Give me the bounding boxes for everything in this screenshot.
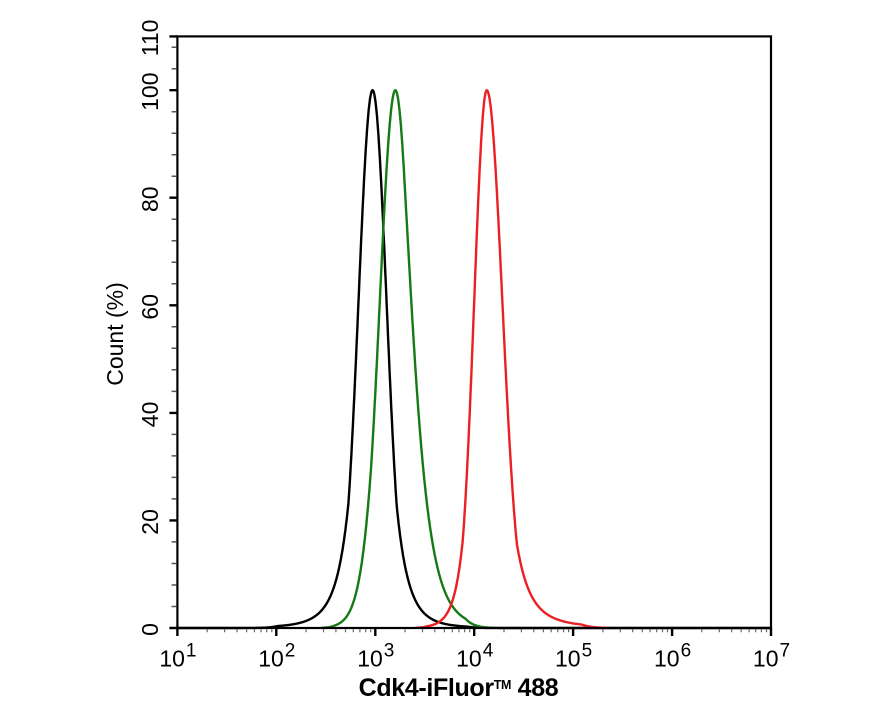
svg-text:104: 104 bbox=[456, 641, 494, 672]
svg-text:60: 60 bbox=[137, 294, 163, 320]
svg-text:Count (%): Count (%) bbox=[102, 282, 128, 386]
svg-text:20: 20 bbox=[137, 509, 163, 535]
svg-text:0: 0 bbox=[137, 623, 163, 636]
svg-text:100: 100 bbox=[137, 73, 163, 111]
svg-text:Cdk4-iFluorTM 488: Cdk4-iFluorTM 488 bbox=[359, 674, 559, 702]
svg-text:110: 110 bbox=[137, 20, 163, 57]
svg-text:80: 80 bbox=[137, 186, 163, 212]
svg-text:102: 102 bbox=[258, 641, 295, 672]
svg-text:40: 40 bbox=[137, 402, 163, 428]
